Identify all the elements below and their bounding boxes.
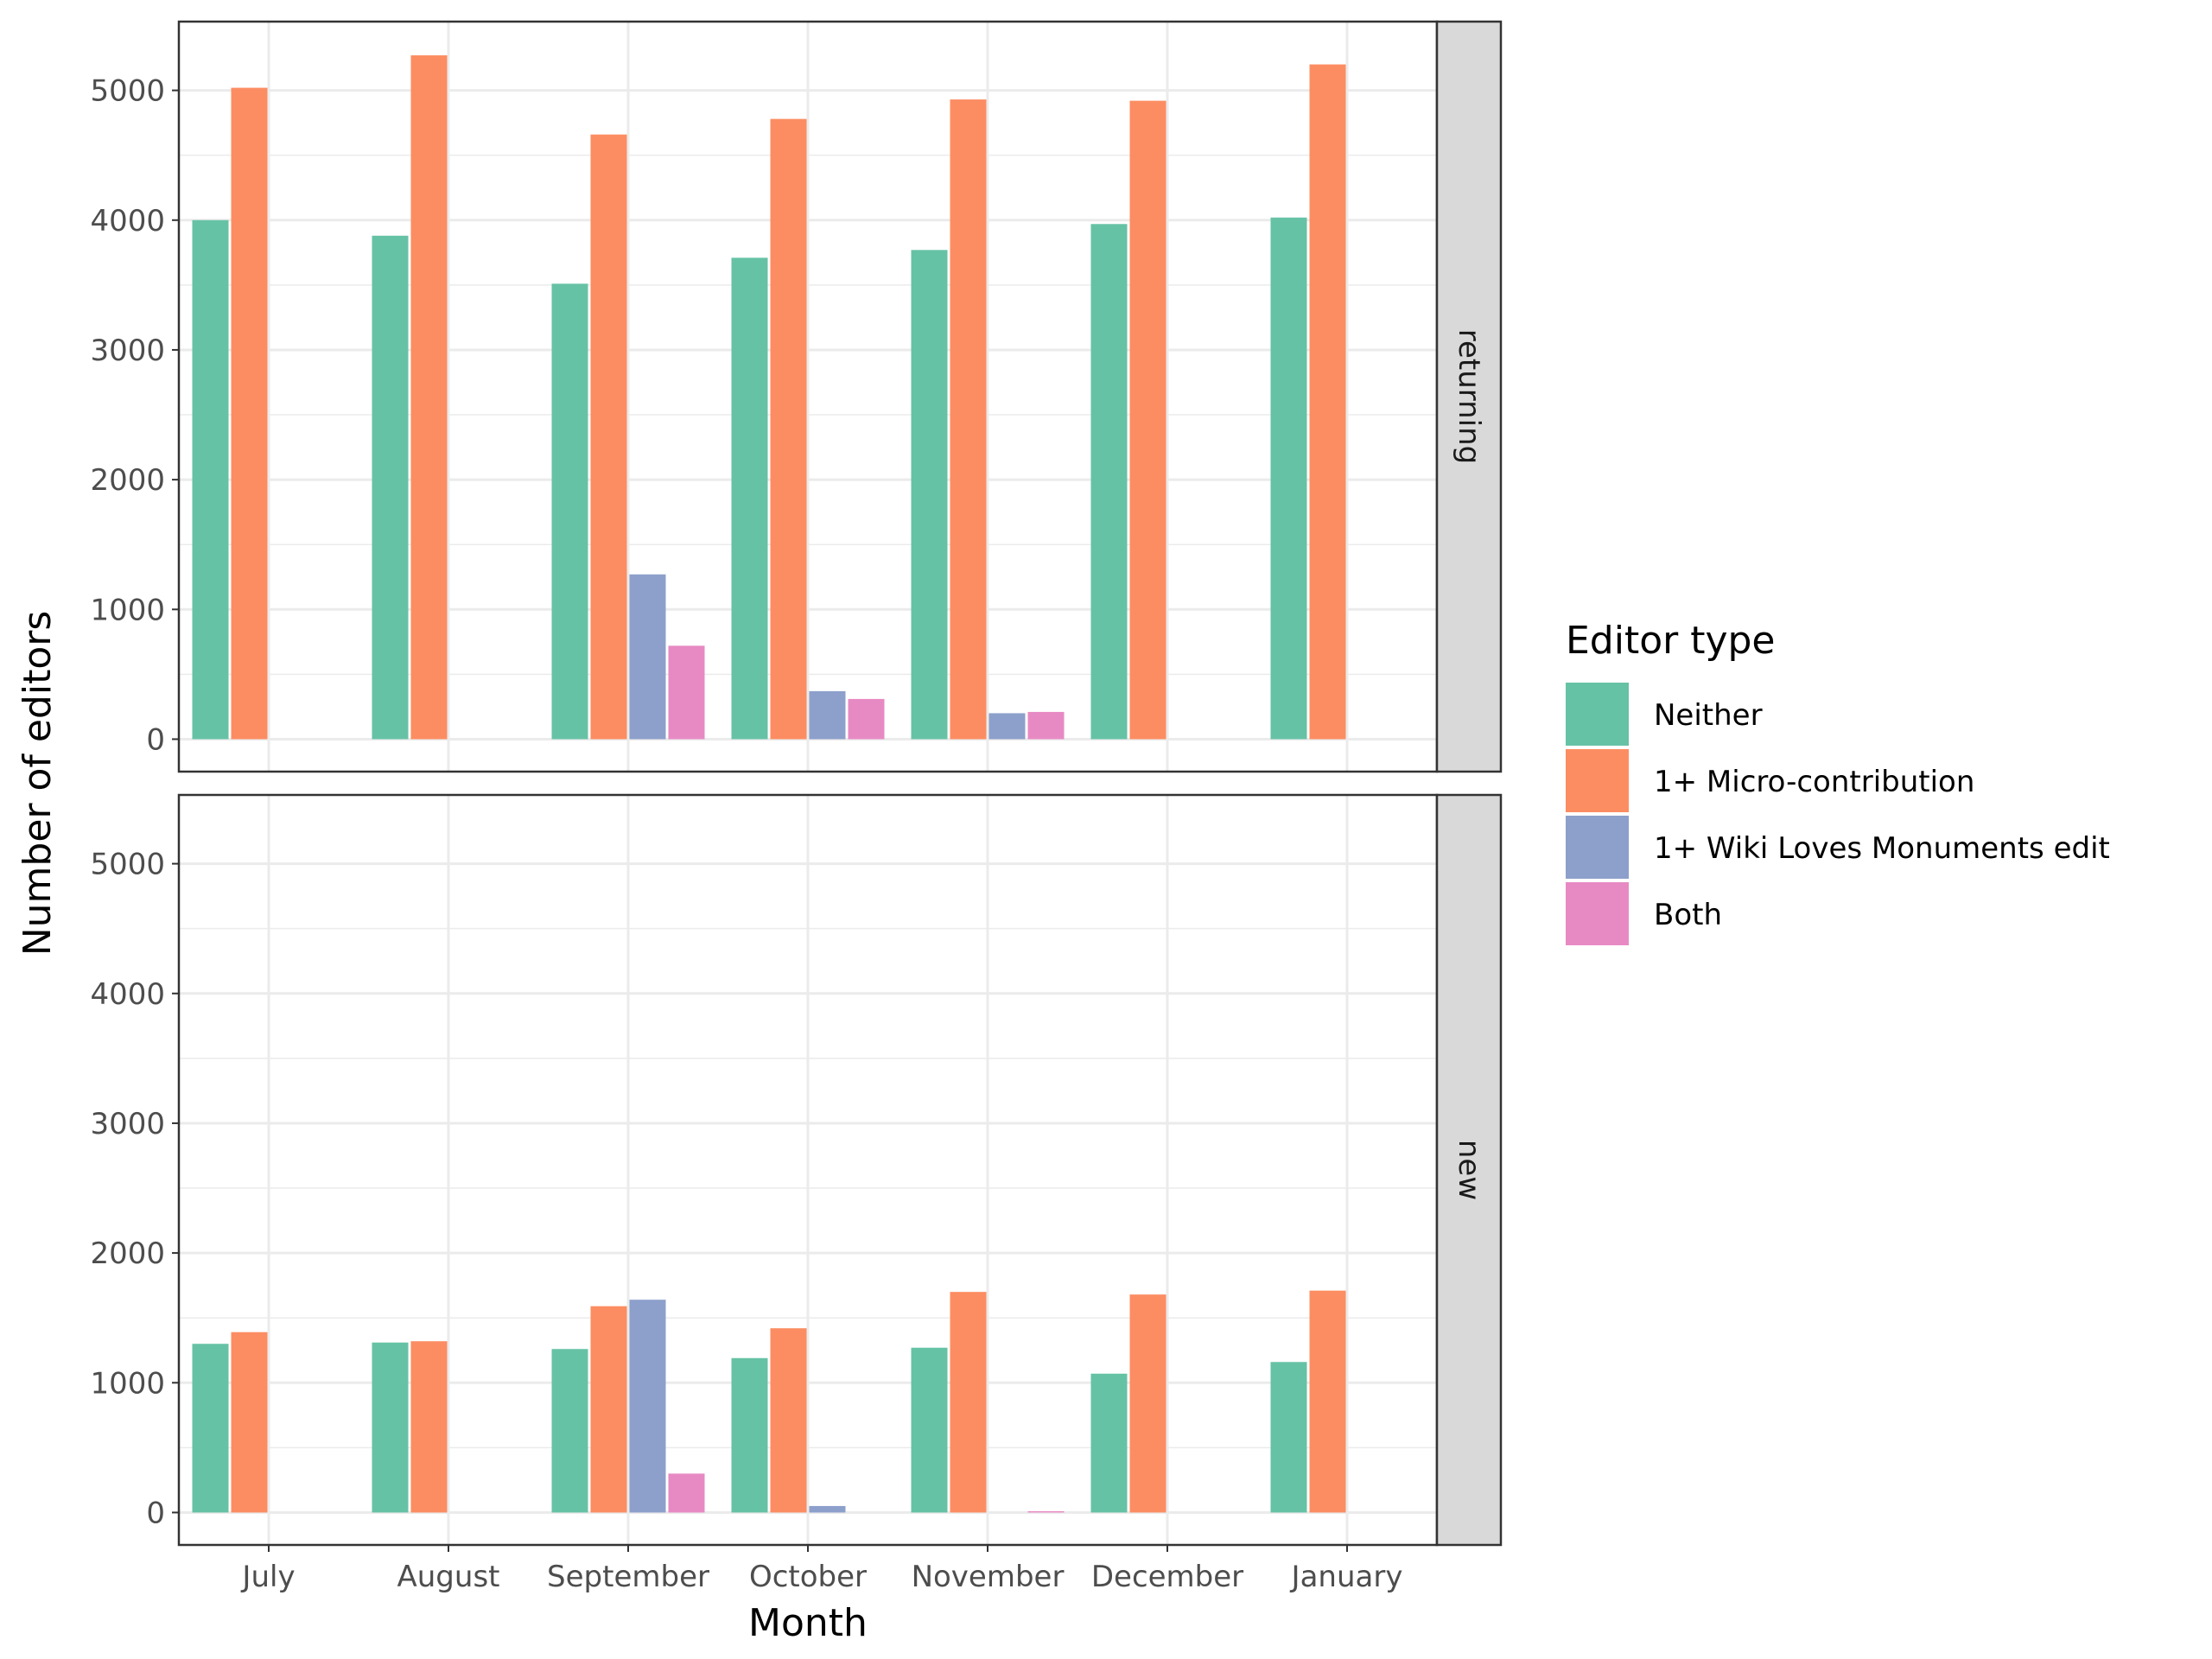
strip-new bbox=[1435, 793, 1503, 1547]
bar-returning-november-2 bbox=[950, 99, 987, 740]
legend-key bbox=[1566, 749, 1629, 812]
bar-returning-august-2 bbox=[410, 55, 448, 740]
y-tick-label: 5000 bbox=[90, 74, 165, 109]
bar-returning-january-2 bbox=[1309, 64, 1346, 740]
strip-label-returning: returning bbox=[1452, 329, 1486, 465]
bar-returning-november-4 bbox=[1027, 711, 1065, 740]
bar-new-august-1 bbox=[372, 1342, 409, 1513]
bar-new-january-2 bbox=[1309, 1290, 1346, 1513]
bar-new-september-3 bbox=[629, 1300, 666, 1513]
legend-item-3: 1+ Wiki Loves Monuments edit bbox=[1566, 816, 2110, 879]
x-axis-title: Month bbox=[748, 1601, 868, 1645]
bar-new-november-4 bbox=[1027, 1510, 1065, 1513]
bar-new-october-3 bbox=[809, 1505, 846, 1513]
bar-new-december-2 bbox=[1129, 1294, 1166, 1513]
bar-new-october-1 bbox=[731, 1357, 768, 1513]
panels: 0 1000 2000 3000 4000 5000 returning 0 1000 2000 3… bbox=[90, 20, 1503, 1594]
y-tick-label: 0 bbox=[146, 1496, 165, 1530]
x-tick-label-july: July bbox=[240, 1560, 295, 1594]
legend-label: 1+ Wiki Loves Monuments edit bbox=[1654, 831, 2110, 866]
bar-returning-august-1 bbox=[372, 235, 409, 740]
strip-returning bbox=[1435, 20, 1503, 773]
y-tick-label: 5000 bbox=[90, 848, 165, 882]
y-tick-label: 0 bbox=[146, 722, 165, 757]
bar-returning-december-2 bbox=[1129, 100, 1166, 740]
y-tick-label: 4000 bbox=[90, 204, 165, 238]
y-tick-label: 1000 bbox=[90, 593, 165, 627]
x-tick-label-september: September bbox=[547, 1560, 709, 1594]
bar-returning-october-1 bbox=[731, 257, 768, 740]
y-tick-label: 1000 bbox=[90, 1366, 165, 1401]
panel-new: 0 1000 2000 3000 4000 5000 new July August Septem… bbox=[90, 793, 1503, 1594]
bar-returning-september-4 bbox=[668, 645, 705, 740]
y-tick-label: 3000 bbox=[90, 1107, 165, 1141]
panel-returning: 0 1000 2000 3000 4000 5000 returning bbox=[90, 20, 1503, 773]
bar-new-july-2 bbox=[231, 1332, 268, 1513]
bar-returning-september-1 bbox=[551, 283, 588, 740]
y-tick-label: 4000 bbox=[90, 977, 165, 1012]
bar-returning-december-1 bbox=[1090, 224, 1128, 740]
legend: Editor type Neither 1+ Micro-contribution… bbox=[1566, 619, 2110, 945]
legend-label: Neither bbox=[1654, 698, 1763, 733]
bar-new-december-1 bbox=[1090, 1373, 1128, 1513]
bar-new-october-2 bbox=[770, 1328, 807, 1513]
legend-key bbox=[1566, 882, 1629, 945]
bar-returning-november-3 bbox=[988, 713, 1026, 740]
bar-new-july-1 bbox=[192, 1344, 229, 1513]
x-tick-label-october: October bbox=[749, 1560, 867, 1594]
legend-items: Neither 1+ Micro-contribution 1+ Wiki Love… bbox=[1566, 683, 2110, 945]
y-tick-label: 3000 bbox=[90, 334, 165, 368]
bar-new-september-2 bbox=[590, 1306, 627, 1513]
bar-returning-october-2 bbox=[770, 118, 807, 740]
legend-item-2: 1+ Micro-contribution bbox=[1566, 749, 1974, 812]
bar-new-september-4 bbox=[668, 1473, 705, 1513]
bar-returning-october-3 bbox=[809, 690, 846, 740]
x-tick-label-january: January bbox=[1290, 1560, 1403, 1594]
y-tick-label: 2000 bbox=[90, 1236, 165, 1271]
bar-returning-july-1 bbox=[192, 219, 229, 740]
bar-returning-september-3 bbox=[629, 574, 666, 740]
legend-title: Editor type bbox=[1566, 619, 1776, 663]
x-tick-label-november: November bbox=[912, 1560, 1065, 1594]
legend-key bbox=[1566, 816, 1629, 879]
bar-new-january-1 bbox=[1270, 1362, 1307, 1513]
legend-label: Both bbox=[1654, 898, 1722, 932]
legend-key bbox=[1566, 683, 1629, 746]
bar-new-november-2 bbox=[950, 1292, 987, 1513]
legend-label: 1+ Micro-contribution bbox=[1654, 765, 1974, 799]
bar-returning-january-1 bbox=[1270, 217, 1307, 740]
legend-item-4: Both bbox=[1566, 882, 1722, 945]
bar-new-september-1 bbox=[551, 1349, 588, 1513]
legend-item-1: Neither bbox=[1566, 683, 1763, 746]
y-tick-label: 2000 bbox=[90, 463, 165, 498]
bar-new-november-1 bbox=[911, 1347, 948, 1513]
bar-returning-july-2 bbox=[231, 87, 268, 740]
x-tick-label-august: August bbox=[397, 1560, 500, 1594]
x-tick-label-december: December bbox=[1091, 1560, 1243, 1594]
strip-label-new: new bbox=[1452, 1140, 1486, 1200]
bar-returning-october-4 bbox=[848, 698, 885, 740]
y-axis-title: Number of editors bbox=[16, 611, 60, 957]
bar-returning-september-2 bbox=[590, 134, 627, 740]
bar-new-august-2 bbox=[410, 1341, 448, 1513]
bar-returning-november-1 bbox=[911, 250, 948, 740]
